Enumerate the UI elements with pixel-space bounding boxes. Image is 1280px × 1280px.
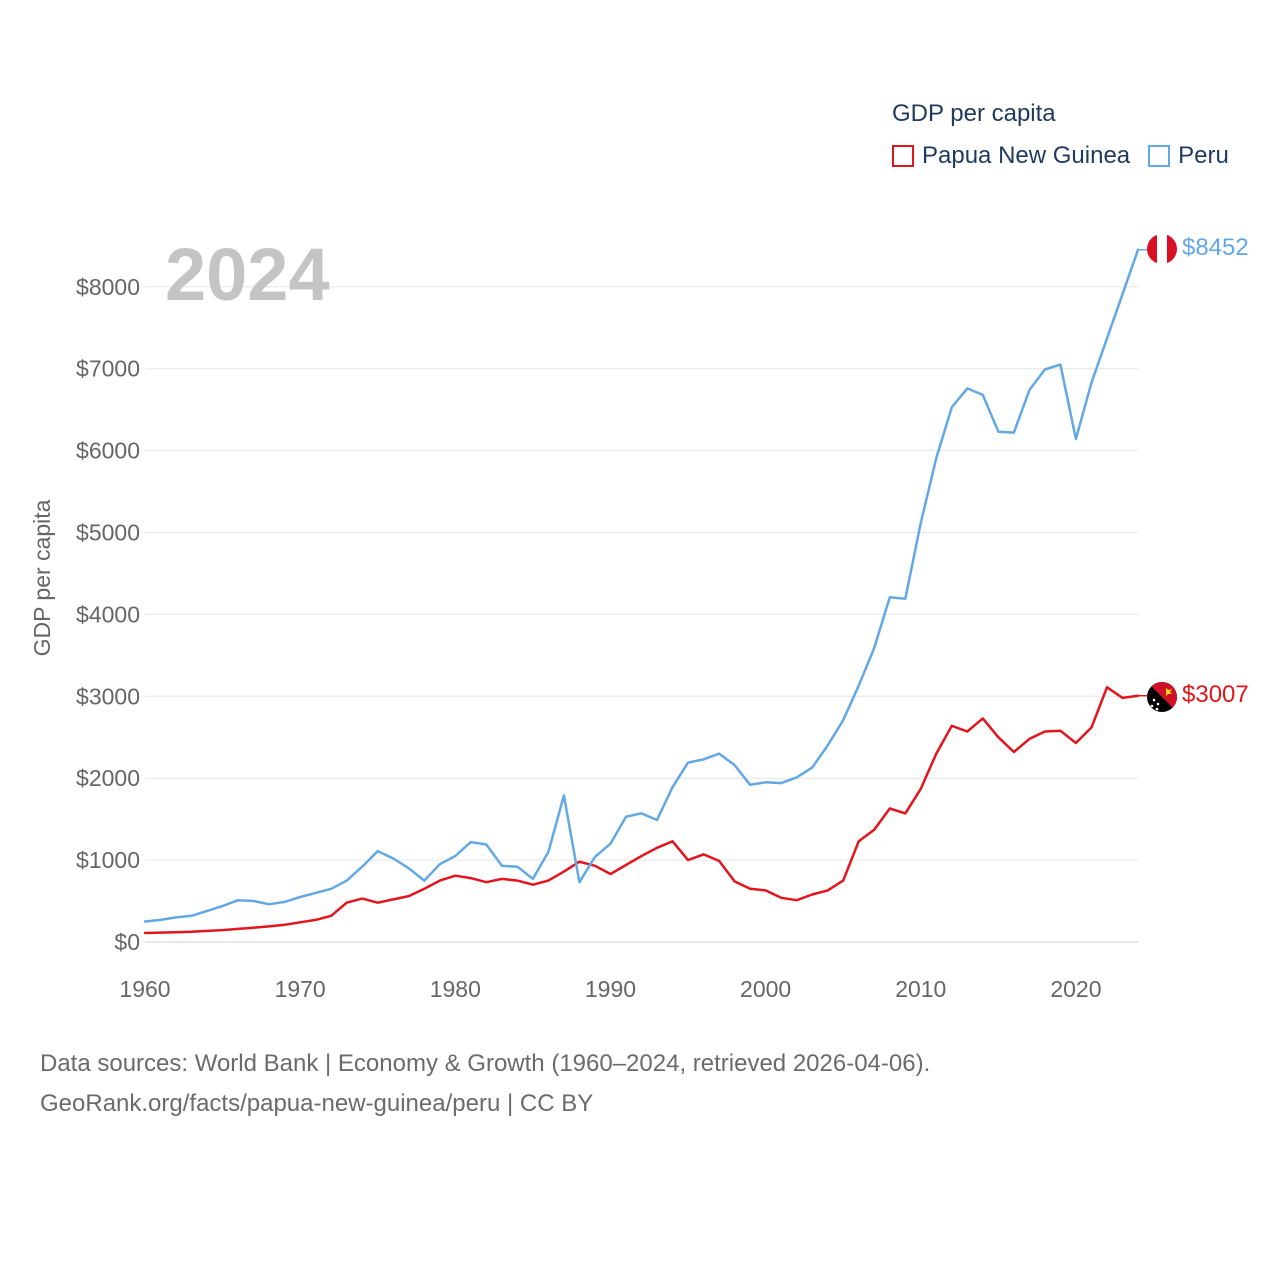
y-tick-label: $4000 [76, 601, 140, 627]
legend-title: GDP per capita [892, 100, 1056, 127]
legend-swatch-papua-new-guinea [892, 145, 914, 167]
y-tick-label: $0 [114, 929, 140, 955]
legend: Papua New Guinea Peru [892, 142, 1247, 170]
x-tick-label: 1980 [430, 976, 481, 1002]
legend-item-papua-new-guinea[interactable]: Papua New Guinea [892, 142, 1130, 170]
series-line-papua-new-guinea[interactable] [143, 686, 1140, 935]
legend-item-peru[interactable]: Peru [1148, 142, 1229, 170]
y-tick-label: $7000 [76, 356, 140, 382]
end-label-peru: $8452 [1182, 234, 1249, 261]
year-watermark: 2024 [165, 233, 330, 316]
legend-swatch-peru [1148, 145, 1171, 167]
x-tick-label: 2010 [895, 976, 946, 1002]
y-tick-label: $2000 [76, 765, 140, 791]
series-line-peru[interactable] [143, 248, 1140, 923]
x-tick-label: 1990 [585, 976, 636, 1002]
x-tick-label: 2020 [1050, 976, 1101, 1002]
end-label-papua-new-guinea: $3007 [1182, 681, 1249, 708]
x-tick-label: 2000 [740, 976, 791, 1002]
source-url-text[interactable]: GeoRank.org/facts/papua-new-guinea/peru … [40, 1090, 594, 1117]
legend-label-papua-new-guinea: Papua New Guinea [922, 142, 1131, 169]
y-axis-label: GDP per capita [29, 499, 55, 656]
papua-new-guinea-flag [1147, 682, 1177, 712]
y-tick-label: $1000 [76, 847, 140, 873]
y-tick-label: $6000 [76, 438, 140, 464]
y-tick-label: $3000 [76, 683, 140, 709]
x-tick-label: 1970 [275, 976, 326, 1002]
peru-flag [1147, 234, 1177, 264]
y-tick-label: $5000 [76, 520, 140, 546]
footer: Data sources: World Bank | Economy & Gro… [40, 1044, 930, 1124]
legend-label-peru: Peru [1178, 142, 1229, 169]
y-tick-label: $8000 [76, 274, 140, 300]
x-tick-label: 1960 [119, 976, 170, 1002]
data-source-text: Data sources: World Bank | Economy & Gro… [40, 1050, 931, 1077]
